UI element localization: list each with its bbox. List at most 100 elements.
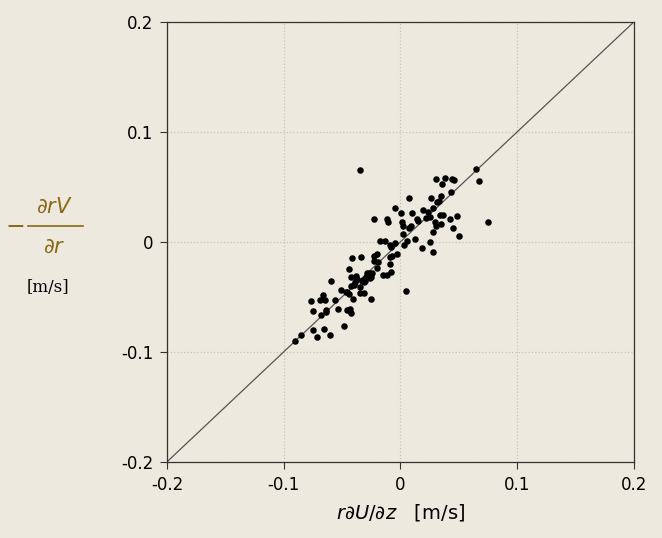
Point	[308, 325, 318, 334]
Point	[471, 165, 482, 173]
Point	[372, 264, 383, 272]
Text: $-$: $-$	[5, 214, 24, 237]
Point	[416, 244, 427, 252]
Point	[436, 220, 447, 228]
Point	[428, 227, 438, 236]
Point	[352, 275, 362, 284]
Point	[357, 277, 367, 286]
Point	[358, 278, 369, 286]
Point	[474, 176, 485, 185]
Point	[369, 252, 379, 261]
Point	[366, 295, 377, 303]
Point	[403, 194, 414, 202]
Point	[318, 291, 328, 299]
Point	[347, 253, 357, 262]
Point	[426, 194, 437, 202]
Point	[432, 198, 443, 207]
Point	[412, 215, 422, 223]
Point	[385, 241, 396, 250]
Point	[350, 277, 360, 286]
Point	[378, 271, 389, 280]
Point	[346, 272, 357, 281]
Point	[428, 248, 438, 257]
Point	[344, 265, 354, 274]
Point	[389, 203, 400, 212]
Point	[440, 174, 450, 182]
Point	[315, 310, 326, 319]
Point	[386, 242, 397, 250]
Point	[290, 337, 301, 345]
Point	[436, 180, 447, 188]
Point	[385, 243, 396, 251]
Point	[320, 308, 331, 316]
X-axis label: $r\partial U/\partial z$   [m/s]: $r\partial U/\partial z$ [m/s]	[336, 502, 465, 523]
Point	[438, 210, 449, 219]
Point	[359, 277, 370, 286]
Point	[420, 214, 431, 223]
Point	[424, 237, 435, 246]
Point	[417, 206, 428, 214]
Point	[348, 280, 359, 289]
Point	[398, 229, 408, 238]
Point	[346, 281, 356, 290]
Point	[318, 324, 329, 333]
Point	[312, 332, 322, 341]
Point	[483, 218, 493, 226]
Point	[395, 209, 406, 217]
Point	[428, 204, 439, 213]
Point	[449, 175, 459, 184]
Point	[397, 217, 408, 226]
Point	[366, 272, 377, 281]
Point	[354, 166, 365, 175]
Text: $\partial r$: $\partial r$	[43, 238, 66, 257]
Point	[401, 287, 412, 296]
Point	[372, 250, 383, 258]
Point	[387, 252, 398, 260]
Point	[358, 275, 369, 284]
Point	[364, 268, 375, 277]
Point	[346, 308, 356, 317]
Point	[406, 222, 417, 230]
Point	[368, 215, 379, 223]
Point	[367, 268, 377, 277]
Point	[320, 306, 331, 314]
Point	[447, 175, 457, 183]
Point	[354, 289, 365, 298]
Point	[342, 288, 352, 296]
Point	[332, 305, 343, 313]
Point	[402, 236, 412, 245]
Point	[326, 277, 336, 286]
Point	[348, 294, 358, 303]
Point	[399, 240, 409, 249]
Point	[330, 296, 340, 305]
Point	[375, 237, 386, 245]
Point	[391, 250, 402, 258]
Point	[308, 307, 318, 315]
Point	[430, 221, 441, 230]
Point	[296, 331, 307, 339]
Point	[422, 208, 433, 217]
Point	[429, 217, 440, 226]
Point	[448, 224, 458, 232]
Point	[407, 209, 418, 217]
Point	[381, 214, 392, 223]
Point	[344, 289, 354, 298]
Point	[379, 237, 390, 246]
Point	[369, 257, 379, 265]
Point	[445, 215, 455, 223]
Point	[306, 297, 316, 306]
Point	[403, 224, 414, 232]
Point	[319, 295, 330, 304]
Point	[385, 260, 396, 268]
Point	[359, 289, 369, 298]
Point	[360, 273, 371, 281]
Point	[382, 271, 393, 280]
Point	[325, 330, 336, 339]
Point	[430, 174, 441, 183]
Point	[409, 235, 420, 244]
Point	[341, 288, 352, 297]
Point	[425, 213, 436, 221]
Point	[435, 211, 446, 220]
Point	[386, 268, 397, 277]
Point	[345, 305, 355, 314]
